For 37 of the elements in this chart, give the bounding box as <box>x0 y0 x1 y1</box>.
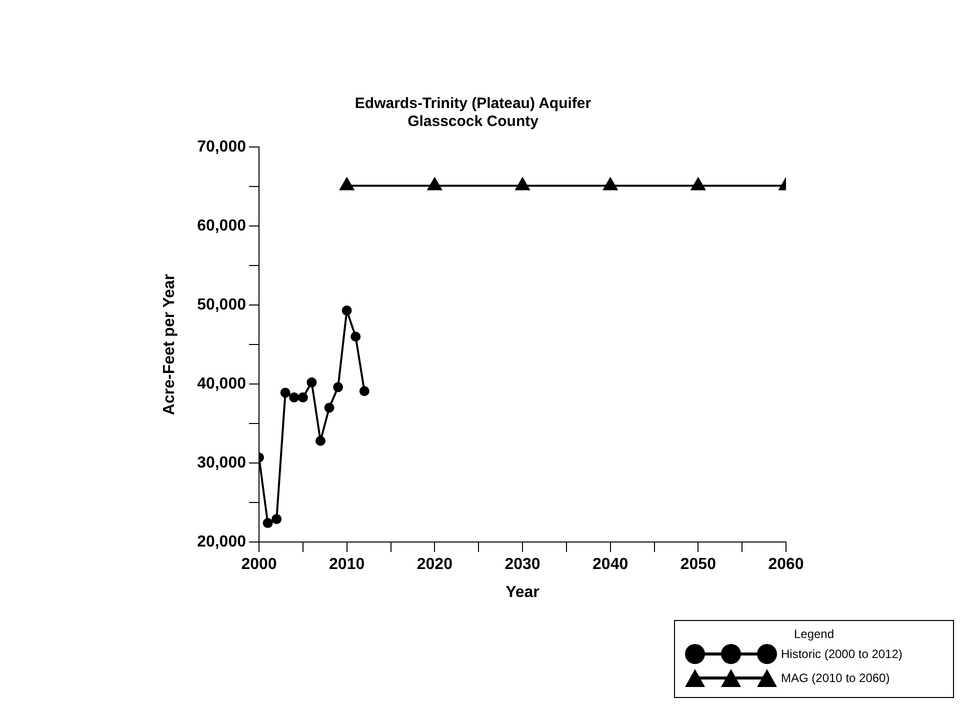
chart-subtitle: Glasscock County <box>408 113 540 130</box>
point <box>342 306 352 316</box>
point <box>428 178 442 190</box>
point <box>324 402 334 413</box>
x-axis-title: Year <box>506 584 540 601</box>
chart-title: Edwards-Trinity (Plateau) Aquifer <box>354 95 592 112</box>
point <box>306 377 317 388</box>
point <box>350 332 361 342</box>
x-tick-label: 2050 <box>680 556 716 574</box>
x-tick-label: 2000 <box>241 556 277 574</box>
x-tick-label: 2060 <box>768 556 804 574</box>
point <box>603 178 618 190</box>
point <box>515 178 530 190</box>
point <box>691 178 706 190</box>
x-tick-label: 2010 <box>329 556 365 574</box>
point <box>289 392 300 402</box>
point <box>272 514 282 524</box>
y-tick-label: 30,000 <box>197 454 246 472</box>
y-tick-label: 60,000 <box>197 217 246 234</box>
point <box>359 386 370 396</box>
y-tick-label: 70,000 <box>197 138 246 156</box>
point <box>333 382 344 392</box>
legend-label: MAG (2010 to 2060) <box>781 671 890 685</box>
legend-title: Legend <box>792 627 836 641</box>
y-axis-title: Acre-Feet per Year <box>161 274 178 416</box>
point <box>280 388 290 398</box>
point <box>315 436 326 446</box>
point <box>262 518 273 528</box>
legend-label: Historic (2000 to 2012) <box>781 647 902 661</box>
y-tick-label: 40,000 <box>197 375 246 392</box>
point <box>298 392 308 402</box>
x-tick-label: 2040 <box>592 556 628 574</box>
y-tick-label: 50,000 <box>197 296 246 314</box>
y-tick-label: 20,000 <box>197 533 246 550</box>
x-tick-label: 2020 <box>416 556 453 574</box>
x-tick-label: 2030 <box>504 556 540 574</box>
point <box>340 178 354 190</box>
